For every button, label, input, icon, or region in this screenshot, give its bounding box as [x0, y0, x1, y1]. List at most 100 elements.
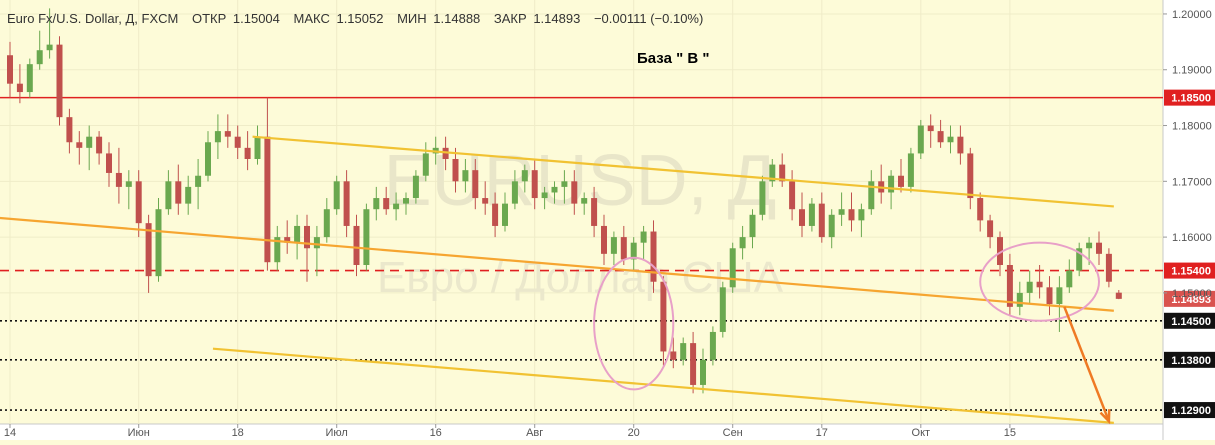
candle-body	[145, 223, 152, 277]
candle-body	[353, 225, 360, 265]
candle-body	[561, 181, 568, 187]
level-price-tag	[1164, 402, 1215, 419]
highlight-ellipse	[979, 241, 1100, 322]
level-price-tag	[1164, 89, 1215, 106]
candle-body	[1115, 292, 1122, 299]
candle-body	[571, 181, 578, 204]
candle-body	[729, 248, 736, 288]
candle-body	[838, 209, 845, 215]
open-label: ОТКР	[192, 11, 226, 26]
candle-body	[373, 198, 380, 210]
level-price-label: 1.18500	[1171, 93, 1211, 105]
candle-body	[818, 203, 825, 238]
candle-body	[214, 131, 221, 143]
candle-body	[808, 203, 815, 226]
x-tick-label: Июл	[326, 427, 348, 439]
candle-body	[709, 331, 716, 360]
horizontal-levels	[0, 96, 1163, 411]
candle-body	[36, 50, 43, 65]
level-price-label: 1.13800	[1171, 355, 1211, 367]
candle-body	[1076, 248, 1083, 271]
x-tick-label: Сен	[723, 427, 743, 439]
candle-body	[224, 131, 231, 137]
candle-body	[581, 198, 588, 204]
candle-body	[749, 214, 756, 238]
plot-area	[0, 0, 1163, 424]
candles	[7, 8, 1122, 394]
candle-body	[927, 125, 934, 132]
x-tick-label: Авг	[526, 427, 543, 439]
legend-header: Euro Fx/U.S. Dollar, Д, FXCM ОТКР 1.1500…	[7, 11, 703, 26]
candle-body	[630, 242, 637, 260]
candle-body	[165, 181, 172, 210]
close-label: ЗАКР	[494, 11, 527, 26]
candle-body	[46, 44, 53, 51]
candle-body	[769, 164, 776, 182]
level-price-label: 1.14500	[1171, 316, 1211, 328]
candle-body	[115, 172, 122, 187]
candle-body	[393, 203, 400, 210]
watermark-main: EURUSD, Д	[384, 141, 777, 221]
candle-body	[155, 209, 162, 277]
candle-body	[244, 147, 251, 159]
candle-body	[185, 186, 192, 204]
y-tick-label: 1.19000	[1172, 65, 1212, 77]
candle-body	[868, 181, 875, 210]
x-tick-label: 16	[430, 427, 442, 439]
trend-line	[0, 216, 1114, 312]
candle-body	[492, 203, 499, 226]
x-tick-label: 17	[816, 427, 828, 439]
candle-body	[403, 198, 409, 204]
candle-body	[363, 209, 370, 265]
candle-body	[1066, 270, 1073, 288]
last-price-tag	[1164, 290, 1215, 307]
x-tick-label: Окт	[912, 427, 931, 439]
candle-body	[917, 125, 924, 154]
candle-body	[551, 186, 558, 193]
candle-body	[779, 164, 786, 182]
candle-body	[907, 153, 914, 187]
level-price-label: 1.12900	[1171, 405, 1211, 417]
symbol-title: Euro Fx/U.S. Dollar, Д, FXCM	[7, 11, 178, 26]
candle-body	[848, 209, 855, 221]
candle-body	[719, 287, 726, 332]
candle-body	[898, 175, 904, 187]
level-price-tag	[1164, 312, 1215, 329]
candle-body	[977, 198, 984, 221]
candle-body	[333, 181, 340, 210]
low-label: МИН	[397, 11, 427, 26]
candle-body	[1026, 281, 1033, 293]
price-axis-ticks: 1.18500 1.15400 1.14500 1.13800 1.12900 1.148…	[1163, 9, 1215, 419]
open-value: 1.15004	[233, 11, 280, 26]
candle-body	[205, 142, 211, 176]
candle-body	[234, 136, 241, 148]
candle-body	[175, 181, 182, 204]
candle-body	[125, 181, 132, 187]
candle-body	[294, 225, 301, 243]
candle-body	[640, 231, 647, 243]
candle-body	[274, 237, 281, 263]
candle-body	[601, 225, 607, 254]
candle-body	[26, 64, 33, 93]
time-axis-ticks: 14 Июн 18 Июл 16 Авг 20 Сен 17 Окт 15	[4, 424, 1016, 439]
x-tick-label: 18	[232, 427, 244, 439]
y-tick-label: 1.20000	[1172, 9, 1212, 21]
candle-body	[759, 181, 766, 215]
y-tick-label: 1.16000	[1172, 232, 1212, 244]
candle-body	[997, 237, 1003, 265]
candle-body	[254, 136, 261, 159]
candle-body	[7, 55, 13, 84]
candle-body	[967, 153, 974, 199]
candle-body	[135, 181, 142, 224]
candle-body	[1046, 287, 1053, 305]
candle-body	[1036, 281, 1043, 288]
x-tick-label: Июн	[128, 427, 150, 439]
candle-body	[610, 237, 617, 254]
candle-body	[1105, 253, 1112, 282]
candle-body	[987, 220, 994, 238]
close-value: 1.14893	[533, 11, 580, 26]
candle-body	[284, 237, 291, 243]
candle-body	[195, 175, 202, 187]
